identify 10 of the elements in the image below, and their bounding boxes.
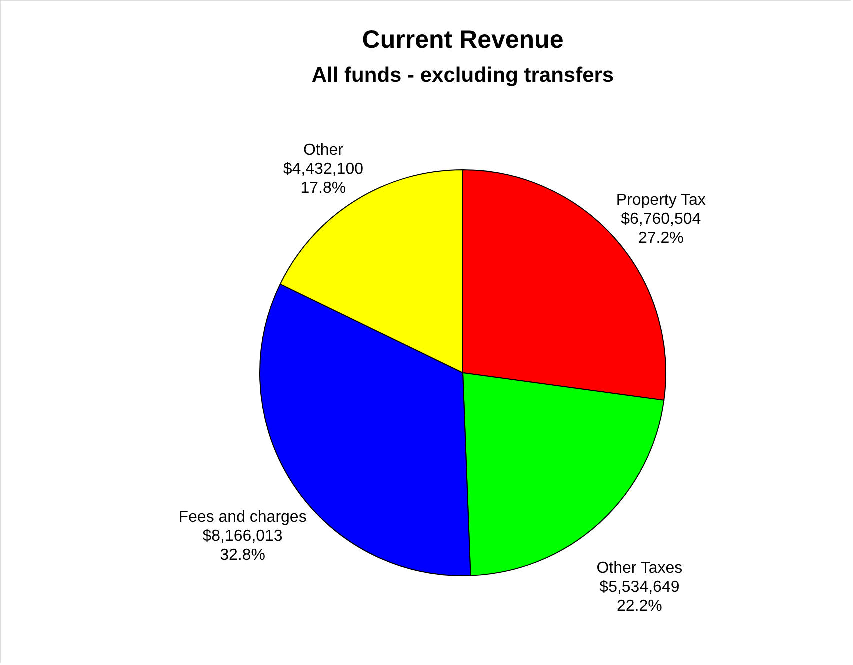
data-label: $4,432,100 17.8%	[283, 161, 364, 198]
chart-subtitle: All funds - excluding transfers	[312, 64, 614, 87]
data-label: $6,760,504 27.2%	[621, 211, 702, 248]
slice-label: Property Tax	[616, 192, 706, 210]
slice-label: Other	[303, 142, 344, 160]
data-label: $5,534,649 22.2%	[600, 578, 680, 615]
slice-label: Other Taxes	[596, 560, 683, 577]
slice-label: Fees and charges	[178, 508, 307, 526]
chart-title: Current Revenue	[362, 26, 564, 54]
data-label: $8,166,013 32.8%	[202, 528, 283, 564]
